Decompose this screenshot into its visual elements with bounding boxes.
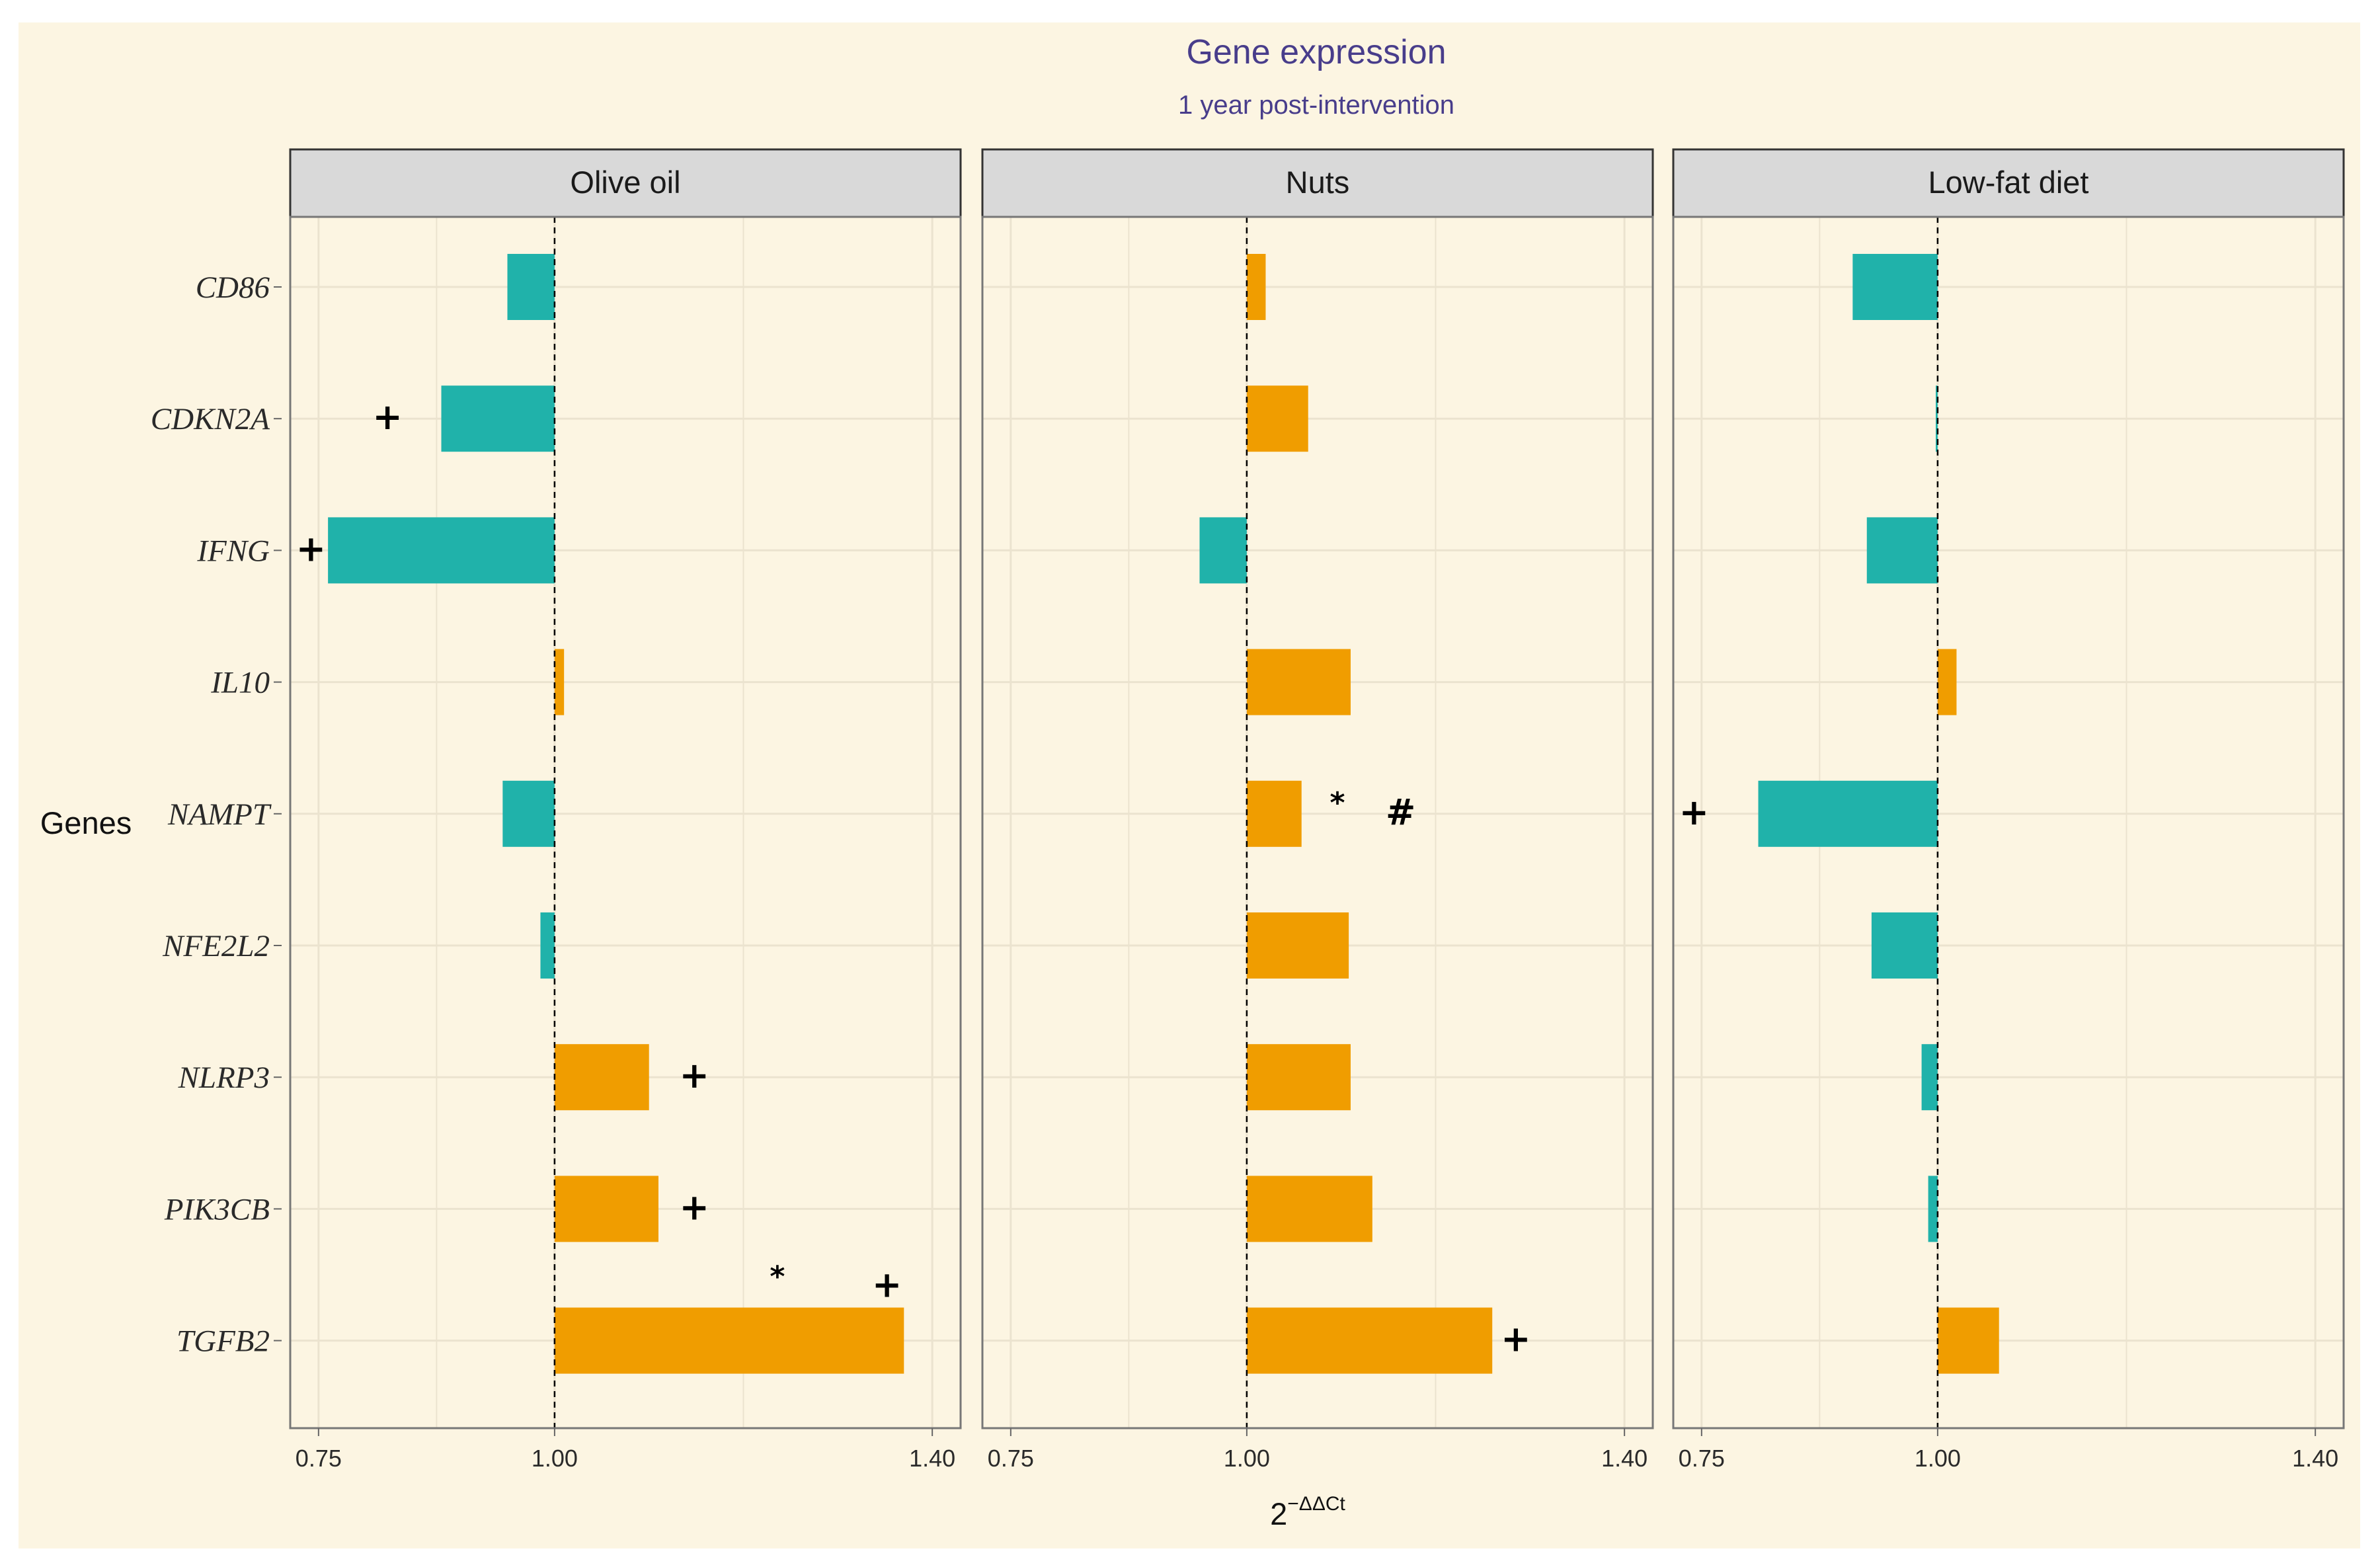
gene-expression-chart: Gene expression 1 year post-intervention… [40, 33, 2345, 1531]
annotation-nuts-nampt: * [1329, 786, 1345, 820]
annotation-nuts-tgfb2: + [1501, 1318, 1530, 1360]
annotation-nuts-nampt: # [1386, 791, 1415, 833]
annotation-olive-oil-nlrp3: + [680, 1055, 709, 1096]
annotation-olive-oil-ifng: + [296, 528, 326, 569]
x-axis-title-superscript: −ΔΔCt [1287, 1493, 1345, 1515]
bar-nuts-il10 [1246, 649, 1351, 715]
panel-strip-label-low-fat-diet: Low-fat diet [1928, 165, 2089, 200]
gene-label-nfe2l2: NFE2L2 [162, 929, 270, 963]
bar-olive-oil-nfe2l2 [540, 912, 555, 979]
bar-olive-oil-nampt [502, 780, 555, 847]
gene-label-il10: IL10 [210, 666, 270, 700]
bar-low-fat-diet-ifng [1866, 517, 1938, 584]
bar-olive-oil-tgfb2 [554, 1307, 904, 1374]
x-tick-label: 1.00 [1915, 1445, 1961, 1472]
x-tick-label: 0.75 [988, 1445, 1034, 1472]
panel-border [289, 216, 962, 1429]
gene-label-tgfb2: TGFB2 [177, 1324, 270, 1359]
bar-low-fat-diet-tgfb2 [1937, 1307, 1999, 1374]
bar-olive-oil-il10 [554, 649, 565, 715]
bar-low-fat-diet-cdkn2a [1936, 385, 1938, 452]
x-axis-title: 2−ΔΔCt [1270, 1493, 1345, 1531]
panels-group: CD86 CDKN2A IFNG IL10 NAMPT NFE2L2 NLRP3 PIK3CB… [151, 148, 2345, 1472]
x-axis-title-base: 2 [1270, 1496, 1287, 1531]
annotation-olive-oil-pik3cb: + [680, 1186, 709, 1228]
panel-strip-label-olive-oil: Olive oil [570, 165, 680, 200]
panel-low-fat-diet: Low-fat diet +0.75 1.00 1.40 [1672, 148, 2345, 1472]
bar-low-fat-diet-il10 [1937, 649, 1957, 715]
panel-strip-label-nuts: Nuts [1286, 165, 1350, 200]
bar-nuts-ifng [1199, 517, 1247, 584]
gene-label-ifng: IFNG [196, 534, 270, 568]
panel-border [1672, 216, 2345, 1429]
bar-nuts-cdkn2a [1246, 385, 1308, 452]
x-tick-label: 1.40 [1601, 1445, 1647, 1472]
chart-subtitle: 1 year post-intervention [1178, 91, 1454, 120]
annotation-low-fat-diet-nampt: + [1679, 791, 1709, 833]
chart-title: Gene expression [1186, 33, 1446, 71]
x-tick-label: 1.00 [1224, 1445, 1270, 1472]
annotation-olive-oil-tgfb2: * [770, 1260, 785, 1294]
panel-olive-oil: Olive oil + + + + * +0.75 1.00 1.40 [289, 148, 962, 1472]
figure-background: Gene expression 1 year post-intervention… [19, 22, 2360, 1548]
bar-low-fat-diet-nlrp3 [1921, 1044, 1938, 1111]
panel-border [981, 216, 1654, 1429]
bar-low-fat-diet-nfe2l2 [1871, 912, 1938, 979]
bar-low-fat-diet-nampt [1758, 780, 1938, 847]
panel-nuts: Nuts * # +0.75 1.00 1.40 [981, 148, 1654, 1472]
bar-nuts-cd86 [1246, 254, 1266, 320]
gene-label-cd86: CD86 [196, 270, 270, 305]
gene-label-cdkn2a: CDKN2A [151, 402, 270, 436]
gene-label-nlrp3: NLRP3 [178, 1061, 270, 1095]
x-tick-label: 1.00 [532, 1445, 578, 1472]
x-tick-label: 1.40 [909, 1445, 955, 1472]
bar-olive-oil-cdkn2a [441, 385, 555, 452]
gene-label-nampt: NAMPT [167, 797, 272, 832]
bar-nuts-tgfb2 [1246, 1307, 1493, 1374]
y-axis-title: Genes [40, 805, 132, 840]
bar-low-fat-diet-pik3cb [1928, 1176, 1938, 1242]
bar-low-fat-diet-cd86 [1852, 254, 1938, 320]
gene-label-pik3cb: PIK3CB [164, 1192, 270, 1226]
x-tick-label: 0.75 [296, 1445, 342, 1472]
annotation-olive-oil-cdkn2a: + [372, 396, 402, 438]
panel-strip-olive-oil [289, 148, 962, 218]
bar-nuts-pik3cb [1246, 1176, 1372, 1242]
panel-strip-nuts [981, 148, 1654, 218]
panel-strip-low-fat-diet [1672, 148, 2345, 218]
bar-olive-oil-cd86 [507, 254, 555, 320]
bar-olive-oil-ifng [328, 517, 555, 584]
bar-olive-oil-nlrp3 [554, 1044, 649, 1111]
annotation-olive-oil-tgfb2: + [872, 1264, 902, 1306]
bar-nuts-nfe2l2 [1246, 912, 1349, 979]
x-tick-label: 1.40 [2292, 1445, 2338, 1472]
x-tick-label: 0.75 [1679, 1445, 1725, 1472]
bar-nuts-nlrp3 [1246, 1044, 1351, 1111]
bar-nuts-nampt [1246, 780, 1302, 847]
bar-olive-oil-pik3cb [554, 1176, 658, 1242]
